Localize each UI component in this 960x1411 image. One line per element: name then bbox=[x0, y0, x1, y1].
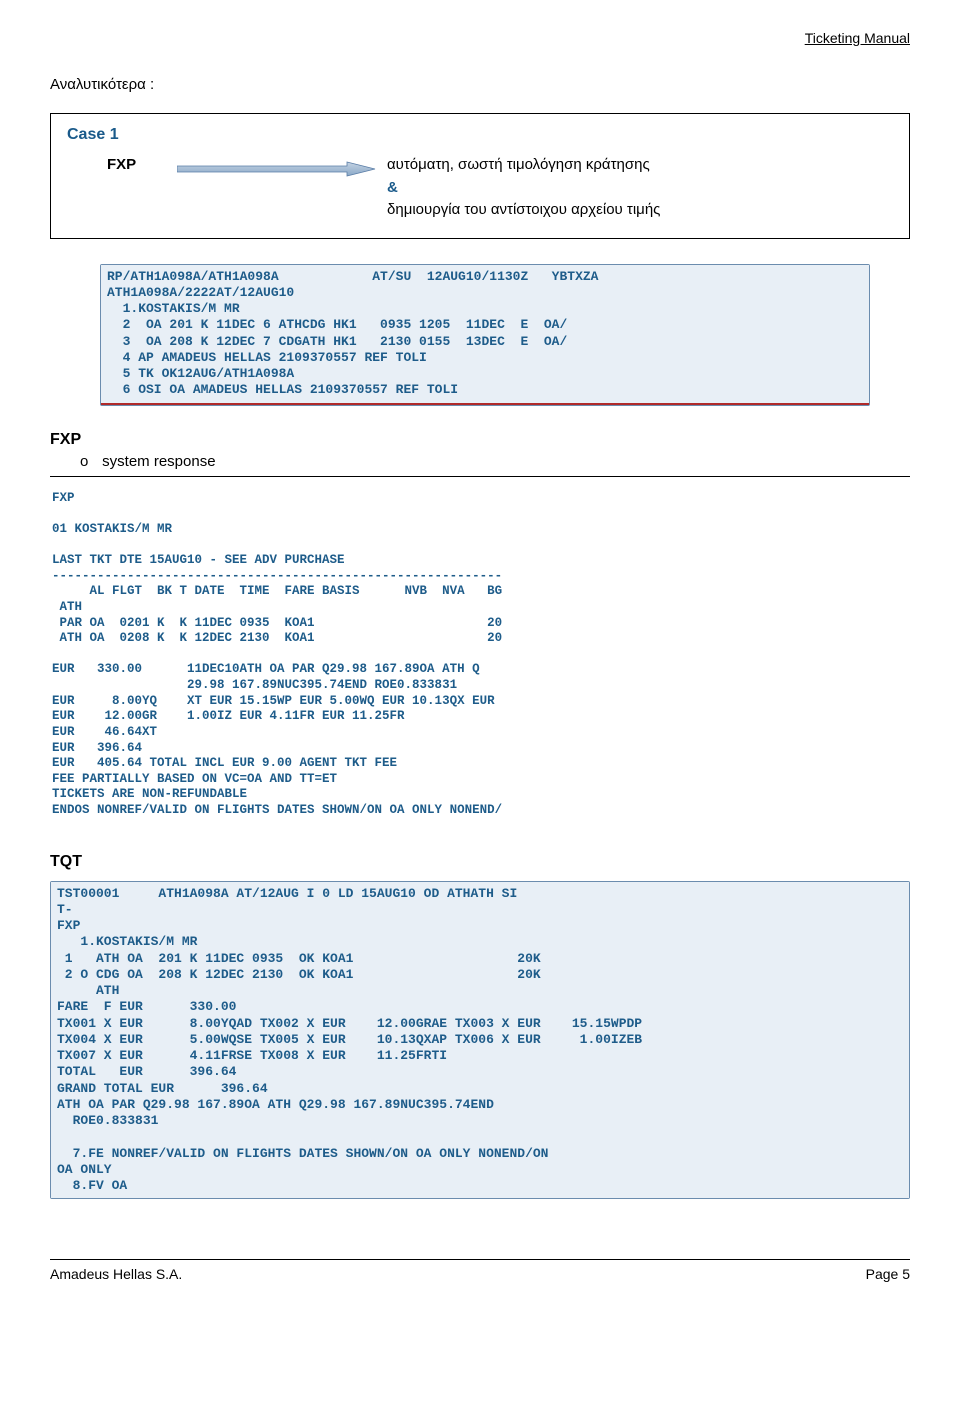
case-title: Case 1 bbox=[67, 126, 893, 144]
arrow-icon bbox=[167, 154, 387, 178]
desc-amp: & bbox=[387, 179, 398, 196]
fxp-subline: o system response bbox=[50, 453, 910, 470]
pnr-terminal-frame: RP/ATH1A098A/ATH1A098A AT/SU 12AUG10/113… bbox=[100, 264, 870, 406]
fxp-subline-text: system response bbox=[102, 453, 215, 470]
desc-line1: αυτόματη, σωστή τιμολόγηση κράτησης bbox=[387, 156, 650, 173]
case-box: Case 1 FXP αυτόματη, σωστή τιμολόγηση κρ… bbox=[50, 113, 910, 239]
fxp-response-terminal: FXP 01 KOSTAKIS/M MR LAST TKT DTE 15AUG1… bbox=[50, 487, 910, 823]
tqt-title: TQT bbox=[50, 853, 910, 871]
footer-right: Page 5 bbox=[866, 1266, 910, 1282]
tqt-terminal: TST00001 ATH1A098A AT/12AUG I 0 LD 15AUG… bbox=[51, 882, 909, 1199]
fxp-section-title: FXP bbox=[50, 431, 910, 449]
footer-left: Amadeus Hellas S.A. bbox=[50, 1266, 182, 1282]
pnr-terminal: RP/ATH1A098A/ATH1A098A AT/SU 12AUG10/113… bbox=[101, 265, 869, 405]
desc-line2: δημιουργία του αντίστοιχου αρχείου τιμής bbox=[387, 201, 660, 218]
tqt-terminal-frame: TST00001 ATH1A098A AT/12AUG I 0 LD 15AUG… bbox=[50, 881, 910, 1200]
case-fxp-label: FXP bbox=[107, 154, 167, 173]
bullet-icon: o bbox=[80, 453, 98, 470]
intro-text: Αναλυτικότερα : bbox=[50, 76, 910, 93]
case-description: αυτόματη, σωστή τιμολόγηση κράτησης & δη… bbox=[387, 154, 660, 222]
header-manual-title: Ticketing Manual bbox=[50, 30, 910, 46]
footer: Amadeus Hellas S.A. Page 5 bbox=[50, 1259, 910, 1282]
divider bbox=[50, 476, 910, 477]
